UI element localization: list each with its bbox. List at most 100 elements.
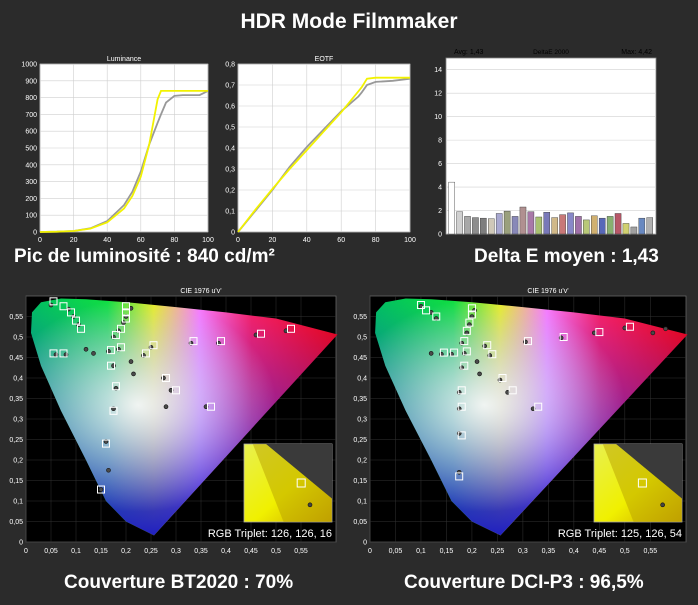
cie-dcip3-xtick: 0,05 — [389, 548, 403, 555]
cie-bt2020-target-point — [72, 316, 80, 325]
cie-bt2020-target-point — [257, 329, 265, 338]
cie-bt2020-measured-point — [83, 347, 89, 352]
luminance-xtick: 0 — [38, 237, 42, 244]
peak-luminance-caption: Pic de luminosité : 840 cd/m² — [14, 246, 275, 267]
cie-bt2020-target-point — [189, 337, 198, 346]
delta-e-ytick: 2 — [438, 208, 442, 215]
delta-e-bar — [551, 217, 558, 235]
delta-e-bar — [535, 216, 543, 235]
luminance-xtick: 100 — [202, 237, 214, 244]
cie-bt2020-inset-target — [296, 478, 306, 488]
cie-bt2020-ytick: 0,4 — [13, 376, 23, 383]
cie-dcip3-measured-point — [650, 330, 656, 336]
cie-bt2020-ytick: 0,35 — [9, 396, 23, 403]
cie-dcip3-measured-point — [428, 351, 434, 356]
cie-dcip3-inset-outside — [616, 444, 682, 499]
luminance-xtick: 20 — [70, 237, 78, 244]
cie-dcip3-target-point — [455, 472, 464, 481]
cie-dcip3-title: CIE 1976 u'v' — [527, 288, 568, 295]
luminance-ytick: 500 — [25, 146, 37, 153]
delta-e-ytick: 14 — [434, 67, 442, 74]
cie-dcip3-target-point — [498, 374, 507, 382]
cie-bt2020-xtick: 0,05 — [44, 548, 58, 555]
delta-e-bar — [583, 219, 590, 235]
cie-bt2020-ytick: 0,1 — [13, 499, 23, 506]
cie-dcip3-xtick: 0,1 — [416, 548, 426, 555]
delta-e-bar — [519, 206, 527, 235]
cie-bt2020-inset-band — [252, 444, 332, 522]
cie-dcip3-xtick: 0,15 — [440, 548, 454, 555]
luminance-series-line — [39, 90, 208, 233]
cie-bt2020-measured-point — [91, 351, 96, 356]
cie-bt2020-inset-measured — [307, 502, 313, 508]
cie-bt2020-xtick: 0,35 — [194, 548, 208, 555]
cie-dcip3-chart: CIE 1976 u'v' 0 0,05 0,1 0,15 0,2 0,25 0,3 0,35 0… — [344, 282, 694, 572]
cie-dcip3-xtick: 0,25 — [491, 548, 505, 555]
cie-dcip3-target-point — [416, 301, 425, 310]
eotf-xtick: 60 — [337, 237, 345, 244]
cie-bt2020-xtick: 0,5 — [271, 548, 281, 555]
luminance-ytick: 100 — [25, 213, 37, 220]
cie-bt2020-target-point — [142, 349, 150, 358]
cie-dcip3-xtick: 0,4 — [569, 548, 579, 555]
delta-e-ytick: 4 — [438, 185, 442, 192]
cie-dcip3-xtick: 0,35 — [542, 548, 556, 555]
cie-dcip3-target-point — [488, 350, 497, 359]
cie-dcip3-target-point — [439, 348, 448, 357]
cie-bt2020-ytick: 0,55 — [9, 314, 23, 321]
delta-e-max-label: Max: 4,42 — [621, 49, 652, 56]
cie-bt2020-inset-outside — [266, 444, 332, 499]
cie-bt2020-xtick: 0,1 — [71, 548, 81, 555]
cie-dcip3-target-point — [460, 337, 469, 346]
cie-dcip3-measured-point — [663, 326, 668, 332]
cie-dcip3-target-point — [457, 386, 466, 395]
cie-dcip3-white-point-glow — [375, 298, 688, 536]
cie-dcip3-xtick: 0 — [368, 548, 372, 555]
delta-e-bar — [559, 214, 566, 235]
eotf-xtick: 40 — [303, 237, 311, 244]
cie-dcip3-target-point — [465, 318, 474, 327]
cie-bt2020-measured-point — [106, 467, 111, 473]
cie-dcip3-ytick: 0,15 — [353, 478, 367, 485]
luminance-title: Luminance — [107, 56, 141, 63]
eotf-title: EOTF — [315, 56, 334, 63]
eotf-xtick: 20 — [269, 237, 277, 244]
cie-dcip3-target-point — [524, 337, 532, 346]
cie-bt2020-chart: CIE 1976 u'v' 0 0,05 0,1 0,15 0,2 0,25 0,3 0,35 0… — [0, 282, 342, 572]
cie-dcip3-xtick: 0,45 — [593, 548, 607, 555]
luminance-chart-svg: Luminance0100200300400500600700800900100… — [21, 56, 214, 244]
cie-bt2020-ytick: 0,05 — [9, 519, 23, 526]
eotf-ytick: 0,1 — [225, 209, 235, 216]
cie-dcip3-target-point — [462, 326, 471, 335]
delta-e-bar — [614, 213, 622, 235]
delta-e-caption: Delta E moyen : 1,43 — [474, 246, 659, 267]
luminance-ytick: 1000 — [21, 62, 37, 69]
delta-e-chart-svg: Avg: 1,43 DeltaE 2000 Max: 4,42 0 2 4 6 8 10 12 14 — [434, 49, 657, 239]
cie-dcip3-inset-measured — [660, 502, 665, 508]
delta-e-avg-label: Avg: 1,43 — [454, 49, 484, 56]
luminance-ytick: 600 — [25, 129, 37, 136]
delta-e-bar — [511, 216, 519, 235]
eotf-ytick: 0 — [231, 230, 235, 237]
cie-bt2020-target-point — [172, 386, 180, 395]
luminance-ytick: 200 — [25, 196, 37, 203]
delta-e-bar — [638, 217, 646, 235]
luminance-ytick: 900 — [25, 78, 37, 85]
cie-bt2020-xtick: 0,2 — [121, 548, 131, 555]
eotf-ytick: 0,5 — [225, 125, 235, 132]
cie-dcip3-ytick: 0,55 — [353, 314, 367, 321]
cie-dcip3-target-point — [460, 361, 469, 370]
delta-e-bar — [567, 212, 574, 235]
luminance-xtick: 60 — [137, 237, 145, 244]
cie-bt2020-target-point — [77, 324, 85, 333]
delta-e-bar — [488, 218, 495, 235]
cie-dcip3-target-point — [559, 333, 568, 341]
cie-bt2020-rgb-triplet: RGB Triplet: 126, 126, 16 — [208, 528, 332, 540]
cie-bt2020-target-point — [149, 341, 158, 350]
cie-bt2020-measured-point — [131, 371, 136, 377]
cie-dcip3-measured-point — [474, 359, 480, 364]
cie-bt2020-measured-point — [98, 487, 104, 492]
delta-e-title: DeltaE 2000 — [533, 49, 569, 56]
delta-e-chart: Avg: 1,43 DeltaE 2000 Max: 4,42 0 2 4 6 8 10 12 14 — [424, 44, 664, 249]
delta-e-ytick: 0 — [438, 232, 442, 239]
